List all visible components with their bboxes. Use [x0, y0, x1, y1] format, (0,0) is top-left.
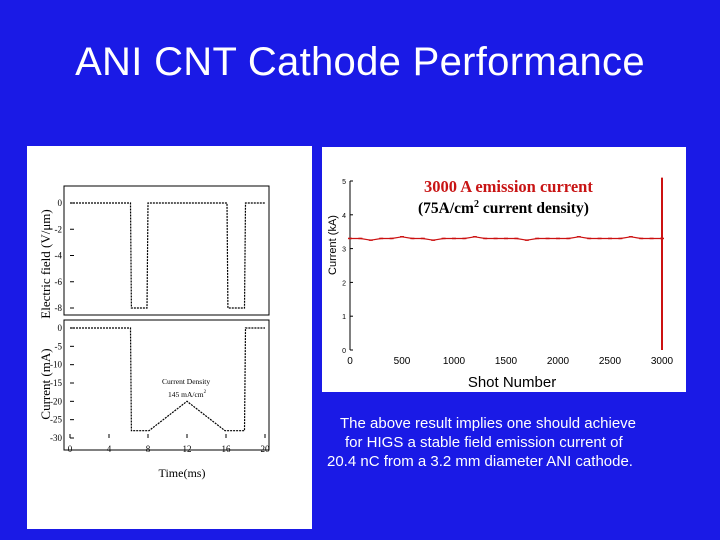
x-tick-label: 500 — [394, 356, 411, 367]
current-density-label: Current Density — [162, 377, 210, 386]
current-axis-label: Current (mA) — [38, 348, 53, 419]
y-tick-label: -4 — [55, 251, 63, 261]
series-line — [70, 327, 265, 432]
x-tick-label: 2000 — [547, 356, 570, 367]
electric-field-plot: 0 -2 -4 -6 -8 Electric field (V/μm) — [38, 185, 270, 319]
x-tick-label: 0 — [68, 444, 73, 454]
right-figure-panel: 0 1 2 3 4 5 0 500 1000 1500 2000 2500 3000 Current (… — [322, 147, 686, 392]
y-tick-label: -20 — [50, 396, 62, 406]
y-tick-label: 2 — [342, 280, 346, 287]
shot-chart-svg: 0 1 2 3 4 5 0 500 1000 1500 2000 2500 3000 Current (… — [327, 177, 674, 391]
left-figure-panel: 0 -2 -4 -6 -8 Electric field (V/μm) 0 -5 -10 -1… — [27, 146, 312, 529]
y-tick-label: 0 — [58, 323, 63, 333]
y-tick-label: -8 — [55, 303, 63, 313]
y-tick-label: 1 — [342, 314, 346, 321]
x-tick-label: 1500 — [495, 356, 518, 367]
x-tick-label: 20 — [261, 444, 271, 454]
y-tick-label: -30 — [50, 433, 62, 443]
caption-line: for HIGS a stable field emission current… — [345, 434, 623, 451]
x-tick-label: 0 — [347, 356, 353, 367]
current-ka-axis-label: Current (kA) — [327, 215, 339, 275]
x-tick-label: 12 — [183, 444, 192, 454]
caption-line: The above result implies one should achi… — [340, 415, 637, 432]
current-density-annotation: (75A/cm2 current density) — [418, 199, 589, 217]
caption-text: The above result implies one should achi… — [318, 414, 718, 471]
y-tick-label: 3 — [342, 247, 346, 254]
x-tick-label: 2500 — [599, 356, 622, 367]
y-tick-label: -5 — [55, 341, 63, 351]
y-tick-label: -15 — [50, 378, 62, 388]
series-line — [350, 236, 663, 350]
y-tick-label: 0 — [58, 198, 63, 208]
y-tick-label: -10 — [50, 360, 62, 370]
emission-current-annotation: 3000 A emission current — [424, 177, 593, 196]
x-tick-label: 3000 — [651, 356, 674, 367]
current-plot: 0 -5 -10 -15 -20 -25 -30 0 4 8 12 16 20 Current (mA)… — [38, 319, 271, 480]
caption-line: 20.4 nC from a 3.2 mm diameter ANI catho… — [327, 453, 633, 470]
shot-number-axis-label: Shot Number — [468, 374, 556, 391]
y-tick-label: -2 — [55, 224, 63, 234]
electric-field-axis-label: Electric field (V/μm) — [38, 209, 53, 318]
slide-title: ANI CNT Cathode Performance — [75, 40, 645, 84]
y-tick-label: -25 — [50, 415, 62, 425]
y-tick-label: 0 — [342, 348, 346, 355]
y-tick-label: 4 — [342, 213, 346, 220]
pulse-charts-svg: 0 -2 -4 -6 -8 Electric field (V/μm) 0 -5 -10 -1… — [38, 185, 271, 480]
x-tick-label: 16 — [222, 444, 232, 454]
series-line — [70, 202, 265, 309]
x-tick-label: 8 — [146, 444, 151, 454]
time-axis-label: Time(ms) — [159, 466, 206, 480]
y-tick-label: -6 — [55, 277, 63, 287]
current-density-value: 145 mA/cm2 — [168, 390, 207, 399]
y-tick-label: 5 — [342, 179, 346, 186]
x-tick-label: 1000 — [443, 356, 466, 367]
x-tick-label: 4 — [107, 444, 112, 454]
